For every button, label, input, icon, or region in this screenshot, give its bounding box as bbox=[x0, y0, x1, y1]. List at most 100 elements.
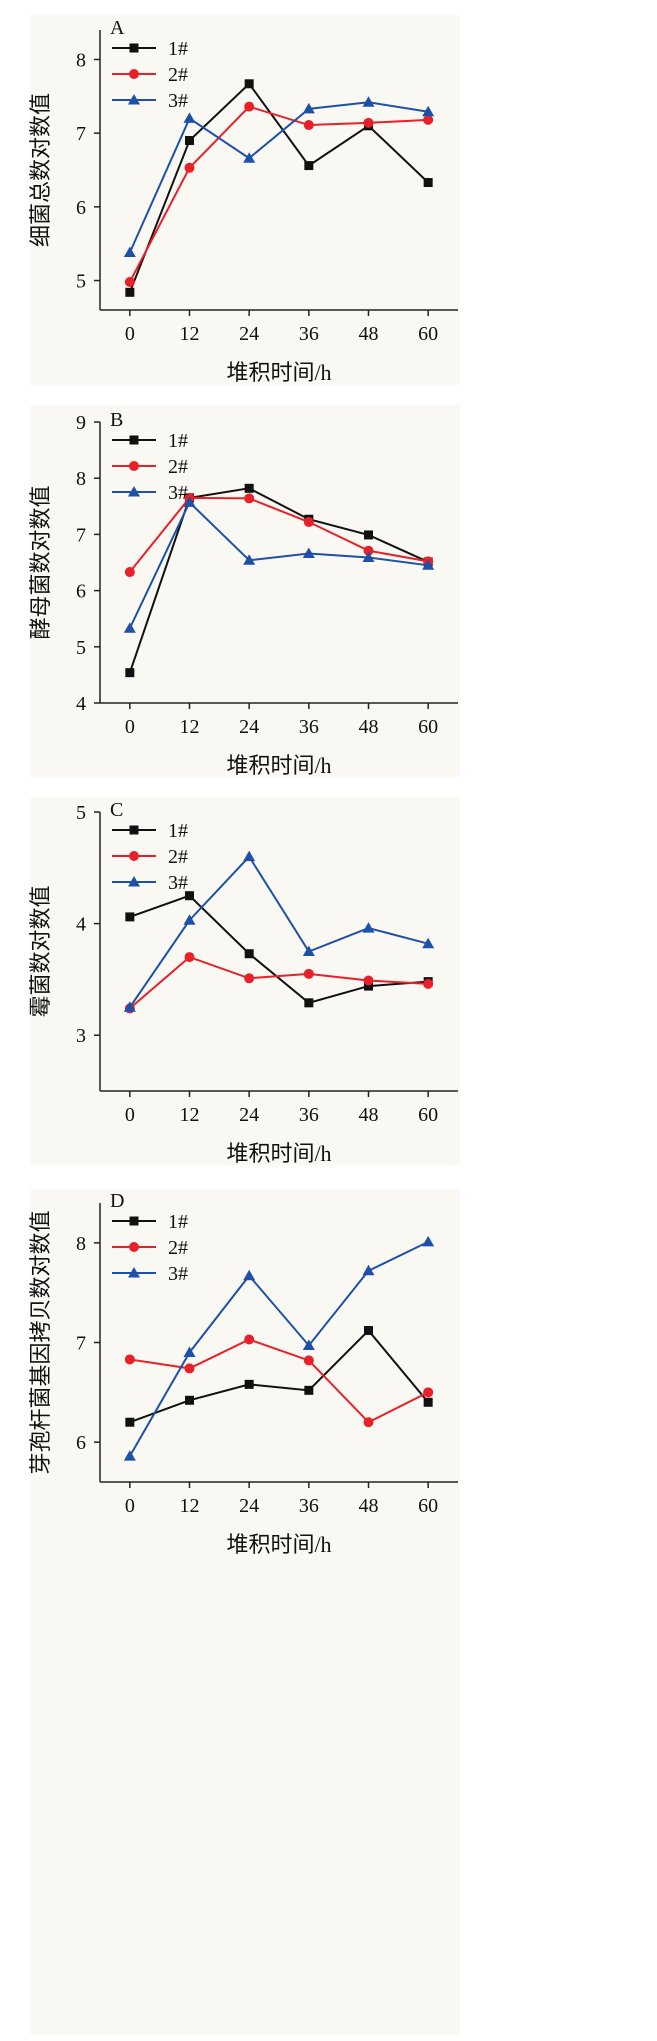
data-point-s3-0 bbox=[123, 1001, 136, 1012]
data-point-s2-48 bbox=[363, 545, 374, 556]
data-point-s1-36 bbox=[304, 161, 314, 171]
data-point-s2-60 bbox=[423, 1387, 434, 1398]
x-tick-label: 60 bbox=[418, 323, 438, 345]
legend-label-1: 1# bbox=[168, 38, 188, 60]
data-point-s2-36 bbox=[303, 120, 314, 131]
data-point-s1-0 bbox=[125, 912, 135, 922]
legend-label-2: 2# bbox=[168, 846, 188, 868]
x-tick-label: 24 bbox=[239, 1104, 259, 1126]
y-tick-label: 5 bbox=[76, 271, 86, 293]
legend-label-3: 3# bbox=[168, 872, 188, 894]
legend-label-1: 1# bbox=[168, 1211, 188, 1233]
x-tick-label: 0 bbox=[125, 1104, 135, 1126]
panel-label: C bbox=[110, 799, 123, 821]
x-axis-title: 堆积时间/h bbox=[226, 1141, 331, 1166]
legend-marker-2 bbox=[129, 1242, 139, 1252]
data-point-s1-24 bbox=[244, 79, 254, 89]
x-tick-label: 48 bbox=[359, 716, 379, 738]
x-tick-label: 0 bbox=[125, 716, 135, 738]
data-point-s1-60 bbox=[423, 1397, 433, 1407]
y-tick-label: 4 bbox=[76, 693, 86, 715]
legend-marker-3 bbox=[128, 94, 140, 105]
y-axis-title: 酵母菌数对数值 bbox=[28, 485, 53, 639]
x-tick-label: 12 bbox=[180, 1495, 200, 1517]
series-line-3 bbox=[128, 101, 429, 253]
x-tick-label: 60 bbox=[418, 1495, 438, 1517]
legend-label-2: 2# bbox=[168, 64, 188, 86]
data-point-s3-36 bbox=[302, 547, 315, 559]
chart-panel-b: B 0 12 24 36 48 60 4 5 6 7 8 9 堆积时间/h 酵母菌数对数值 1# 2# 3# bbox=[28, 409, 458, 778]
data-point-s2-24 bbox=[244, 1334, 255, 1345]
y-tick-label: 5 bbox=[76, 802, 86, 824]
series-line-2 bbox=[128, 105, 429, 283]
data-point-s2-0 bbox=[124, 1354, 135, 1365]
y-tick-label: 6 bbox=[76, 1432, 86, 1454]
x-tick-label: 12 bbox=[180, 323, 200, 345]
series-line-2 bbox=[129, 496, 429, 573]
y-tick-label: 6 bbox=[76, 581, 86, 603]
y-axis-title: 细菌总数对数值 bbox=[28, 93, 53, 247]
data-point-s1-24 bbox=[244, 1379, 254, 1389]
data-point-s2-48 bbox=[363, 975, 374, 986]
data-point-s2-36 bbox=[303, 968, 314, 979]
legend-label-2: 2# bbox=[168, 1237, 188, 1259]
y-tick-label: 3 bbox=[76, 1025, 86, 1047]
legend-marker-2 bbox=[129, 69, 139, 79]
data-point-s3-60 bbox=[422, 1235, 435, 1247]
x-tick-label: 24 bbox=[239, 1495, 259, 1517]
x-tick-label: 36 bbox=[299, 1495, 319, 1517]
series-line-2 bbox=[129, 955, 429, 1010]
chart-panel-a: A 0 12 24 36 48 60 5 6 7 8 堆积时间/h 细菌总数对数值 1# 2# 3# bbox=[28, 17, 458, 385]
x-axis-title: 堆积时间/h bbox=[226, 753, 331, 778]
series-line-2 bbox=[129, 1338, 429, 1424]
data-point-s3-0 bbox=[123, 622, 136, 633]
data-point-s3-24 bbox=[243, 554, 256, 565]
data-point-s2-60 bbox=[423, 978, 434, 989]
y-tick-label: 7 bbox=[76, 524, 86, 546]
y-axis-title: 霉菌数对数值 bbox=[28, 885, 53, 1017]
x-tick-label: 36 bbox=[299, 323, 319, 345]
series-line-3 bbox=[128, 500, 429, 629]
data-point-s1-60 bbox=[423, 178, 433, 188]
data-point-s1-0 bbox=[125, 1417, 135, 1427]
legend-label-3: 3# bbox=[168, 1263, 188, 1285]
x-tick-label: 36 bbox=[299, 1104, 319, 1126]
panel-label: B bbox=[110, 409, 123, 431]
data-point-s2-60 bbox=[423, 114, 434, 125]
legend-marker-2 bbox=[129, 851, 139, 861]
legend-marker-3 bbox=[128, 1267, 140, 1278]
data-point-s3-48 bbox=[362, 551, 375, 562]
legend-marker-3 bbox=[128, 486, 140, 497]
chart-panel-d: D 0 12 24 36 48 60 6 7 8 堆积时间/h 芽孢杆菌基因拷贝数对数值 1# 2# 3# bbox=[28, 1190, 458, 1557]
data-point-s2-24 bbox=[244, 101, 255, 112]
legend-marker-1 bbox=[129, 435, 139, 445]
x-tick-label: 60 bbox=[418, 716, 438, 738]
y-tick-label: 7 bbox=[76, 1333, 86, 1355]
series-line-1 bbox=[129, 894, 429, 1004]
legend-marker-2 bbox=[129, 461, 139, 471]
y-tick-label: 6 bbox=[76, 197, 86, 219]
legend-marker-3 bbox=[128, 876, 140, 887]
panel-label: A bbox=[110, 17, 125, 39]
data-point-s1-48 bbox=[364, 530, 373, 540]
x-tick-label: 48 bbox=[359, 1495, 379, 1517]
x-tick-label: 48 bbox=[359, 323, 379, 345]
data-point-s1-36 bbox=[304, 1385, 314, 1395]
series-line-1 bbox=[128, 82, 429, 293]
x-axis-title: 堆积时间/h bbox=[226, 1532, 331, 1557]
data-point-s3-48 bbox=[362, 96, 375, 107]
data-point-s1-48 bbox=[364, 981, 373, 991]
data-point-s1-36 bbox=[304, 998, 314, 1008]
data-point-s3-60 bbox=[422, 559, 435, 570]
y-tick-label: 5 bbox=[76, 637, 86, 659]
data-point-s3-36 bbox=[302, 945, 315, 956]
data-point-s2-0 bbox=[124, 277, 135, 287]
x-axis-title: 堆积时间/h bbox=[226, 360, 331, 385]
data-point-s3-60 bbox=[422, 105, 435, 117]
x-tick-label: 0 bbox=[125, 1495, 135, 1517]
data-point-s3-36 bbox=[302, 102, 315, 114]
y-tick-label: 7 bbox=[76, 123, 86, 145]
data-point-s1-0 bbox=[125, 668, 135, 678]
data-point-s2-24 bbox=[244, 493, 255, 504]
data-point-s3-24 bbox=[243, 1269, 256, 1281]
